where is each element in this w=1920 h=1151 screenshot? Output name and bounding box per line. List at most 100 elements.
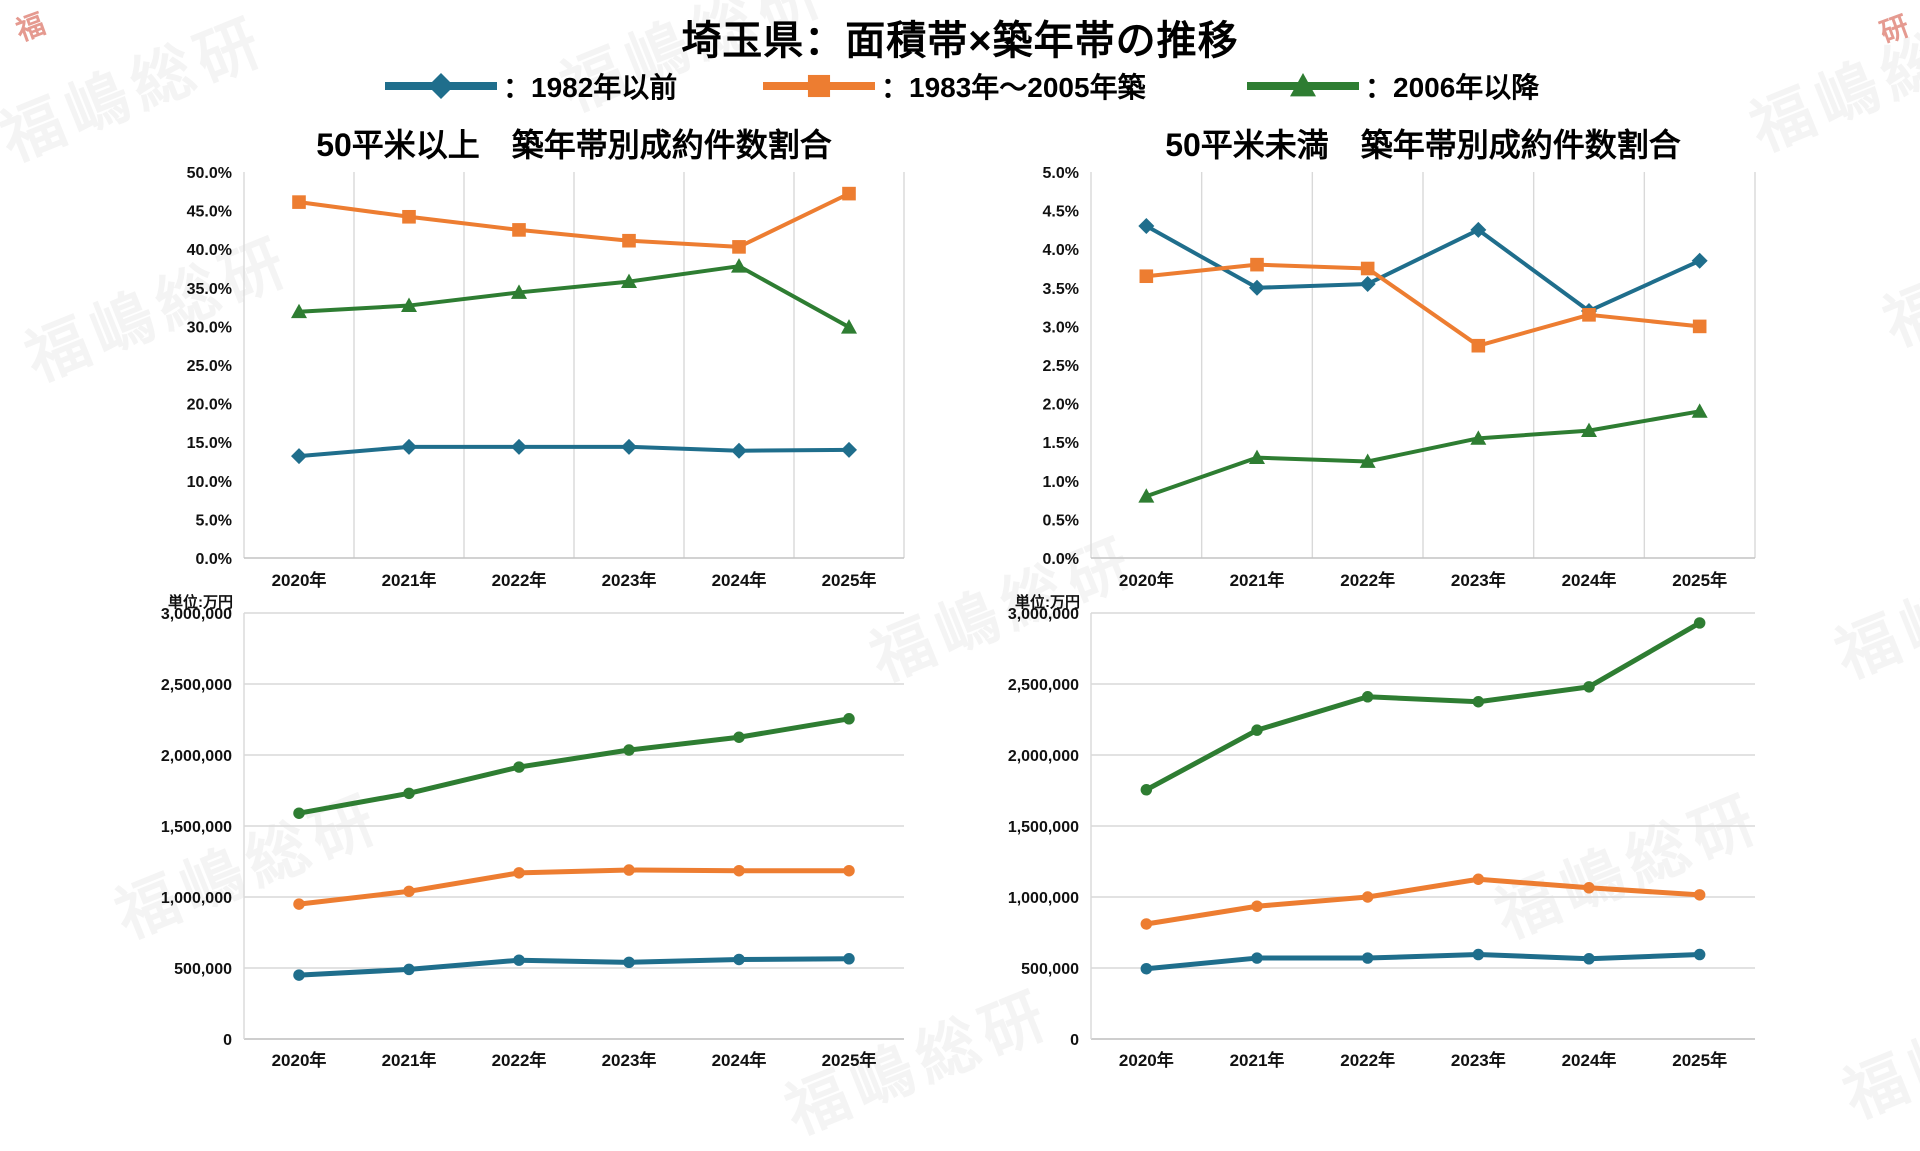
marker-1983年〜2005年築 — [403, 885, 415, 898]
x-tick-label: 2021年 — [382, 570, 437, 590]
x-tick-label: 2024年 — [1562, 570, 1617, 590]
y-tick-label: 2.5% — [1043, 358, 1079, 375]
series-line-1982年以前 — [1143, 952, 1703, 972]
x-tick-label: 2023年 — [1451, 1050, 1506, 1070]
marker-1983年〜2005年築 — [732, 240, 746, 254]
y-tick-label: 30.0% — [187, 319, 232, 336]
marker-2006年以降 — [1472, 696, 1485, 708]
legend-marker-triangle-icon — [1247, 73, 1359, 97]
unit-label-price-50plus: 単位:万円 — [168, 594, 233, 611]
marker-1982年以前 — [1693, 948, 1706, 961]
marker-1983年〜2005年築 — [1360, 261, 1375, 276]
marker-1983年〜2005年築 — [1472, 873, 1485, 885]
y-tick-label: 0.5% — [1043, 512, 1079, 529]
legend-marker-square-icon — [763, 74, 875, 98]
y-tick-label: 50.0% — [187, 165, 232, 182]
marker-2006年以降 — [731, 258, 747, 273]
x-tick-label: 2023年 — [602, 1050, 657, 1070]
marker-1983年〜2005年築 — [1140, 918, 1153, 930]
marker-1982年以前 — [843, 953, 855, 965]
y-tick-label: 10.0% — [187, 474, 232, 491]
marker-2006年以降 — [841, 319, 857, 334]
y-tick-label: 1,500,000 — [161, 819, 232, 836]
y-tick-label: 2,500,000 — [1008, 677, 1079, 694]
x-tick-label: 2024年 — [712, 570, 767, 590]
chart-share-under50: 5.0% 4.5% 4.0% 3.5% 3.0% 2.5% 2.0% 1.5% 1.0% 0.5%… — [1043, 165, 1756, 590]
y-tick-label: 45.0% — [187, 204, 232, 221]
marker-1983年〜2005年築 — [1583, 882, 1595, 894]
x-tick-label: 2024年 — [1562, 1050, 1617, 1070]
page-title: 埼玉県：面積帯×築年帯の推移 — [681, 19, 1239, 63]
y-tick-label: 3.0% — [1043, 319, 1079, 336]
marker-2006年以降 — [1693, 617, 1706, 629]
marker-1982年以前 — [731, 442, 747, 459]
x-tick-label: 2025年 — [1672, 1050, 1727, 1070]
x-tick-label: 2021年 — [1230, 1050, 1285, 1070]
series-line-1982年以前 — [296, 956, 852, 978]
marker-1983年〜2005年築 — [402, 209, 416, 224]
series-line-1983年〜2005年築 — [1143, 876, 1703, 927]
marker-2006年以降 — [1583, 681, 1595, 693]
chart-price-50plus: 3,000,000 2,500,000 2,000,000 1,500,000 1,00… — [161, 606, 904, 1070]
x-tick-label: 2022年 — [492, 570, 547, 590]
chart-price-under50: 3,000,000 2,500,000 2,000,000 1,500,000 1,00… — [1008, 606, 1755, 1070]
y-tick-label: 3,000,000 — [1008, 606, 1079, 623]
marker-2006年以降 — [621, 273, 637, 289]
x-tick-label: 2022年 — [1340, 1050, 1395, 1070]
marker-1982年以前 — [1249, 279, 1265, 296]
marker-2006年以降 — [733, 731, 745, 743]
y-tick-label: 2,500,000 — [161, 677, 232, 694]
y-tick-label: 500,000 — [174, 961, 232, 978]
series-line-2006年以降 — [1144, 409, 1702, 499]
marker-1983年〜2005年築 — [1361, 891, 1374, 903]
marker-1982年以前 — [1583, 953, 1595, 965]
marker-1982年以前 — [621, 438, 637, 455]
marker-2006年以降 — [1691, 403, 1708, 418]
x-tick-label: 2025年 — [822, 570, 877, 590]
y-tick-label: 2,000,000 — [161, 748, 232, 765]
marker-1982年以前 — [401, 438, 417, 455]
marker-2006年以降 — [1361, 691, 1374, 703]
marker-1982年以前 — [1470, 221, 1487, 238]
legend-label: ：1983年〜2005年築 — [881, 72, 1146, 103]
marker-2006年以降 — [1470, 430, 1487, 445]
marker-1983年〜2005年築 — [623, 864, 635, 876]
legend-item-1982: ：1982年以前 — [385, 66, 677, 106]
marker-1983年〜2005年築 — [1471, 338, 1486, 353]
marker-legend — [1290, 73, 1316, 97]
y-tick-label: 5.0% — [1043, 165, 1079, 182]
marker-1982年以前 — [623, 956, 635, 969]
marker-2006年以降 — [1138, 488, 1155, 503]
y-tick-label: 2,000,000 — [1008, 748, 1079, 765]
series-line-1982年以前 — [297, 444, 851, 459]
marker-2006年以降 — [511, 284, 527, 299]
series-line-1982年以前 — [1144, 224, 1702, 313]
marker-2006年以降 — [1249, 449, 1265, 465]
legend-item-2006: ：2006年以降 — [1247, 66, 1539, 106]
marker-1982年以前 — [1691, 252, 1708, 269]
marker-1982年以前 — [513, 954, 525, 966]
marker-2006年以降 — [291, 303, 307, 319]
y-tick-label: 40.0% — [187, 242, 232, 259]
marker-2006年以降 — [623, 744, 635, 756]
y-tick-label: 4.0% — [1043, 242, 1079, 259]
marker-1983年〜2005年築 — [1250, 257, 1264, 272]
x-tick-label: 2022年 — [492, 1050, 547, 1070]
marker-1983年〜2005年築 — [1139, 269, 1154, 284]
y-tick-label: 4.5% — [1043, 204, 1079, 221]
marker-2006年以降 — [1140, 784, 1153, 796]
x-tick-label: 2023年 — [1451, 570, 1506, 590]
legend-label: ：1982年以前 — [503, 72, 678, 103]
legend-marker-diamond-icon — [385, 73, 497, 99]
x-tick-label: 2021年 — [382, 1050, 437, 1070]
y-tick-label: 35.0% — [187, 281, 232, 298]
x-tick-label: 2025年 — [822, 1050, 877, 1070]
marker-1983年〜2005年築 — [1582, 308, 1596, 322]
charts-canvas: 50.0% 45.0% 40.0% 35.0% 30.0% 25.0% 20.0% 15.0%… — [161, 165, 1756, 1070]
marker-1982年以前 — [293, 969, 305, 981]
marker-1983年〜2005年築 — [1693, 889, 1706, 901]
y-tick-label: 0 — [223, 1032, 232, 1049]
x-tick-label: 2022年 — [1340, 570, 1395, 590]
marker-2006年以降 — [1251, 724, 1263, 736]
series-line-2006年以降 — [1143, 620, 1703, 793]
